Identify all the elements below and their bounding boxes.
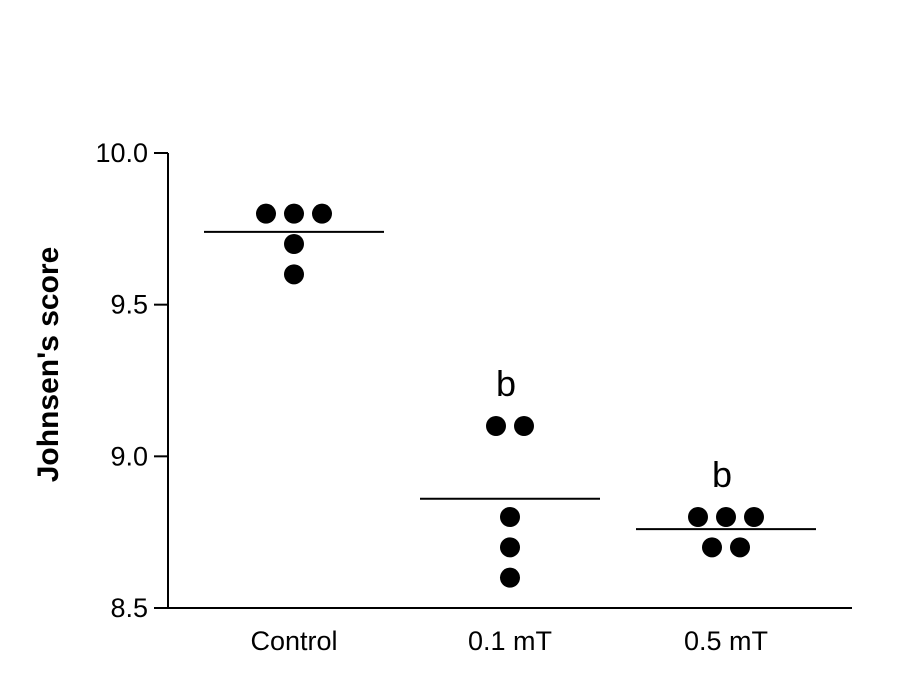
data-point: [514, 416, 534, 436]
data-point: [500, 567, 520, 588]
significance-annotation: b: [496, 363, 516, 404]
y-tick-label: 9.5: [110, 290, 148, 320]
data-point: [312, 203, 332, 224]
data-point: [688, 507, 708, 527]
data-point: [702, 537, 722, 558]
y-axis-title: Johnsen's score: [32, 247, 65, 483]
chart-marks: bb: [204, 203, 816, 588]
data-point: [284, 234, 304, 254]
data-point: [716, 507, 736, 527]
data-point: [486, 416, 506, 436]
y-tick-label: 9.0: [110, 441, 148, 471]
data-point: [256, 203, 276, 224]
y-tick-label: 10.0: [95, 138, 148, 168]
data-point: [744, 507, 764, 527]
data-point: [730, 537, 750, 558]
y-tick-label: 8.5: [110, 593, 148, 623]
data-point: [284, 203, 304, 224]
data-point: [500, 507, 520, 527]
axes: 8.5 9.0 9.5 10.0 Johnsen's score Control 0.1 m…: [32, 138, 852, 656]
x-category-label: Control: [250, 626, 337, 656]
data-point: [500, 537, 520, 558]
x-category-label: 0.5 mT: [684, 626, 768, 656]
significance-annotation: b: [712, 454, 732, 495]
x-category-label: 0.1 mT: [468, 626, 552, 656]
data-point: [284, 264, 304, 285]
